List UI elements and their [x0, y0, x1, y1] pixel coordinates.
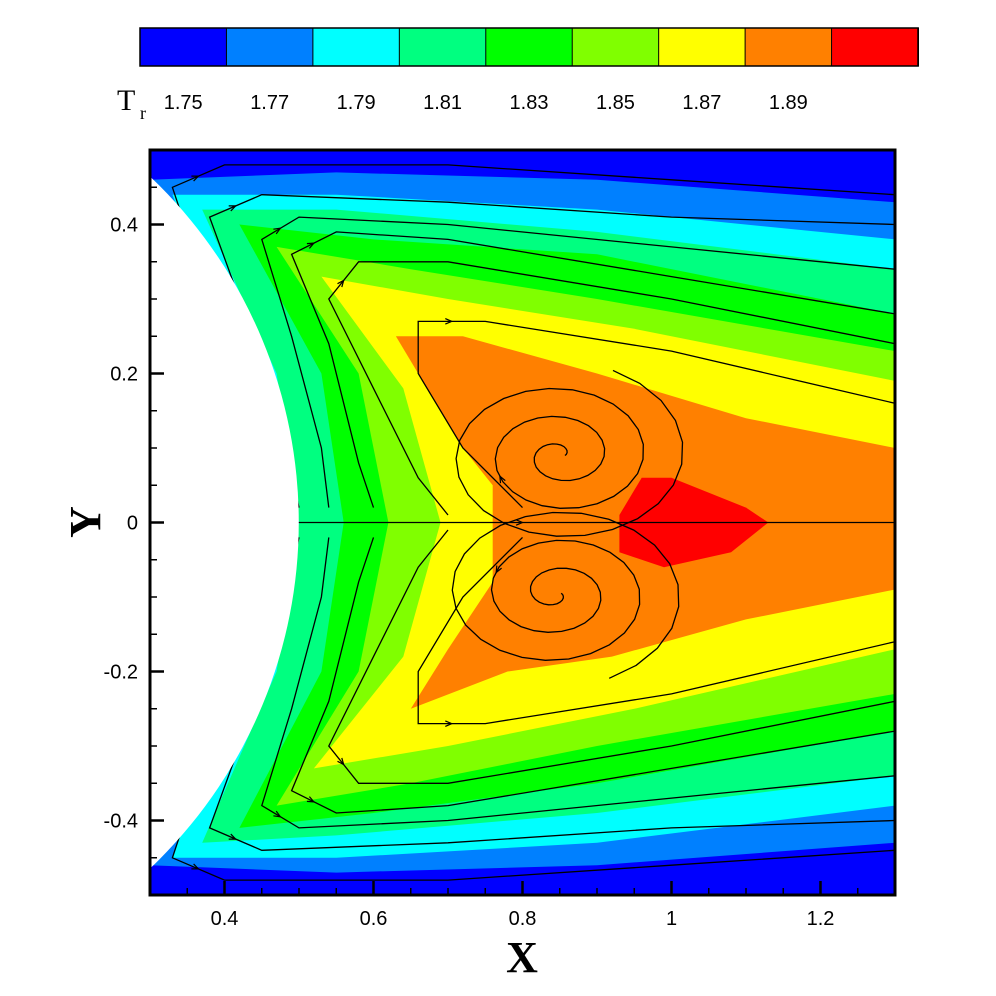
colorbar-swatch [658, 27, 747, 67]
streamline-arrow [445, 720, 454, 727]
axis-ticks [149, 149, 896, 896]
streamline-arrow [273, 810, 282, 818]
colorbar-swatch [139, 27, 228, 67]
colorbar-swatch [398, 27, 487, 67]
colorbar-level-label: 1.89 [769, 92, 808, 114]
x-axis-title: X [506, 933, 538, 982]
streamline-arrow [499, 474, 506, 484]
streamline-arrow [515, 519, 525, 526]
streamline-arrow [273, 227, 282, 235]
colorbar-title: T [117, 84, 135, 117]
colorbar-title-subscript: r [140, 103, 146, 123]
colorbar-swatch [225, 27, 314, 67]
streamline-arrow [337, 279, 345, 288]
x-tick-label: 1.2 [807, 908, 835, 930]
y-tick-label: -0.4 [104, 811, 138, 833]
colorbar-level-label: 1.81 [423, 92, 462, 114]
colorbar-swatch [744, 27, 833, 67]
colorbar-level-label: 1.77 [250, 92, 289, 114]
y-tick-label: 0.4 [110, 215, 138, 237]
colorbar-swatch [312, 27, 401, 67]
streamline-arrow [191, 175, 200, 182]
colorbar-level-label: 1.75 [164, 92, 203, 114]
x-tick-label: 1 [666, 908, 677, 930]
colorbar [139, 27, 919, 67]
y-tick-label: 0 [127, 513, 138, 535]
vortex-spiral [455, 369, 684, 537]
colorbar-level-label: 1.79 [337, 92, 376, 114]
x-tick-label: 0.6 [360, 908, 388, 930]
colorbar-level-label: 1.87 [682, 92, 721, 114]
streamline-arrow [306, 242, 316, 249]
x-tick-label: 0.4 [211, 908, 239, 930]
y-axis-title: Y [61, 506, 110, 538]
colorbar-swatch [485, 27, 574, 67]
body-surface [150, 176, 299, 869]
y-tick-label: 0.2 [110, 364, 138, 386]
streamline [417, 320, 895, 509]
plot-area [150, 150, 895, 895]
x-tick-labels: 0.4 0.6 0.8 1 1.2 [211, 908, 835, 930]
streamline-arrow [495, 565, 502, 574]
vortex-spiral [451, 511, 680, 679]
colorbar-level-label: 1.83 [510, 92, 549, 114]
colorbar-swatch [571, 27, 660, 67]
streamline-arrow [445, 318, 454, 325]
colorbar-frame [139, 27, 919, 67]
colorbar-labels: 1.75 1.77 1.79 1.81 1.83 1.85 1.87 1.89 [164, 92, 808, 114]
streamline-arrow [228, 833, 238, 840]
streamline-arrow [306, 796, 316, 803]
colorbar-swatch [831, 27, 919, 67]
streamline-arrow [337, 757, 345, 766]
streamline-arrow [228, 205, 238, 212]
y-tick-label: -0.2 [104, 662, 138, 684]
y-tick-labels: -0.4 -0.2 0 0.2 0.4 [104, 215, 138, 833]
x-tick-label: 0.8 [509, 908, 537, 930]
streamline-arrow [191, 863, 200, 870]
streamline [417, 536, 895, 725]
colorbar-level-label: 1.85 [596, 92, 635, 114]
